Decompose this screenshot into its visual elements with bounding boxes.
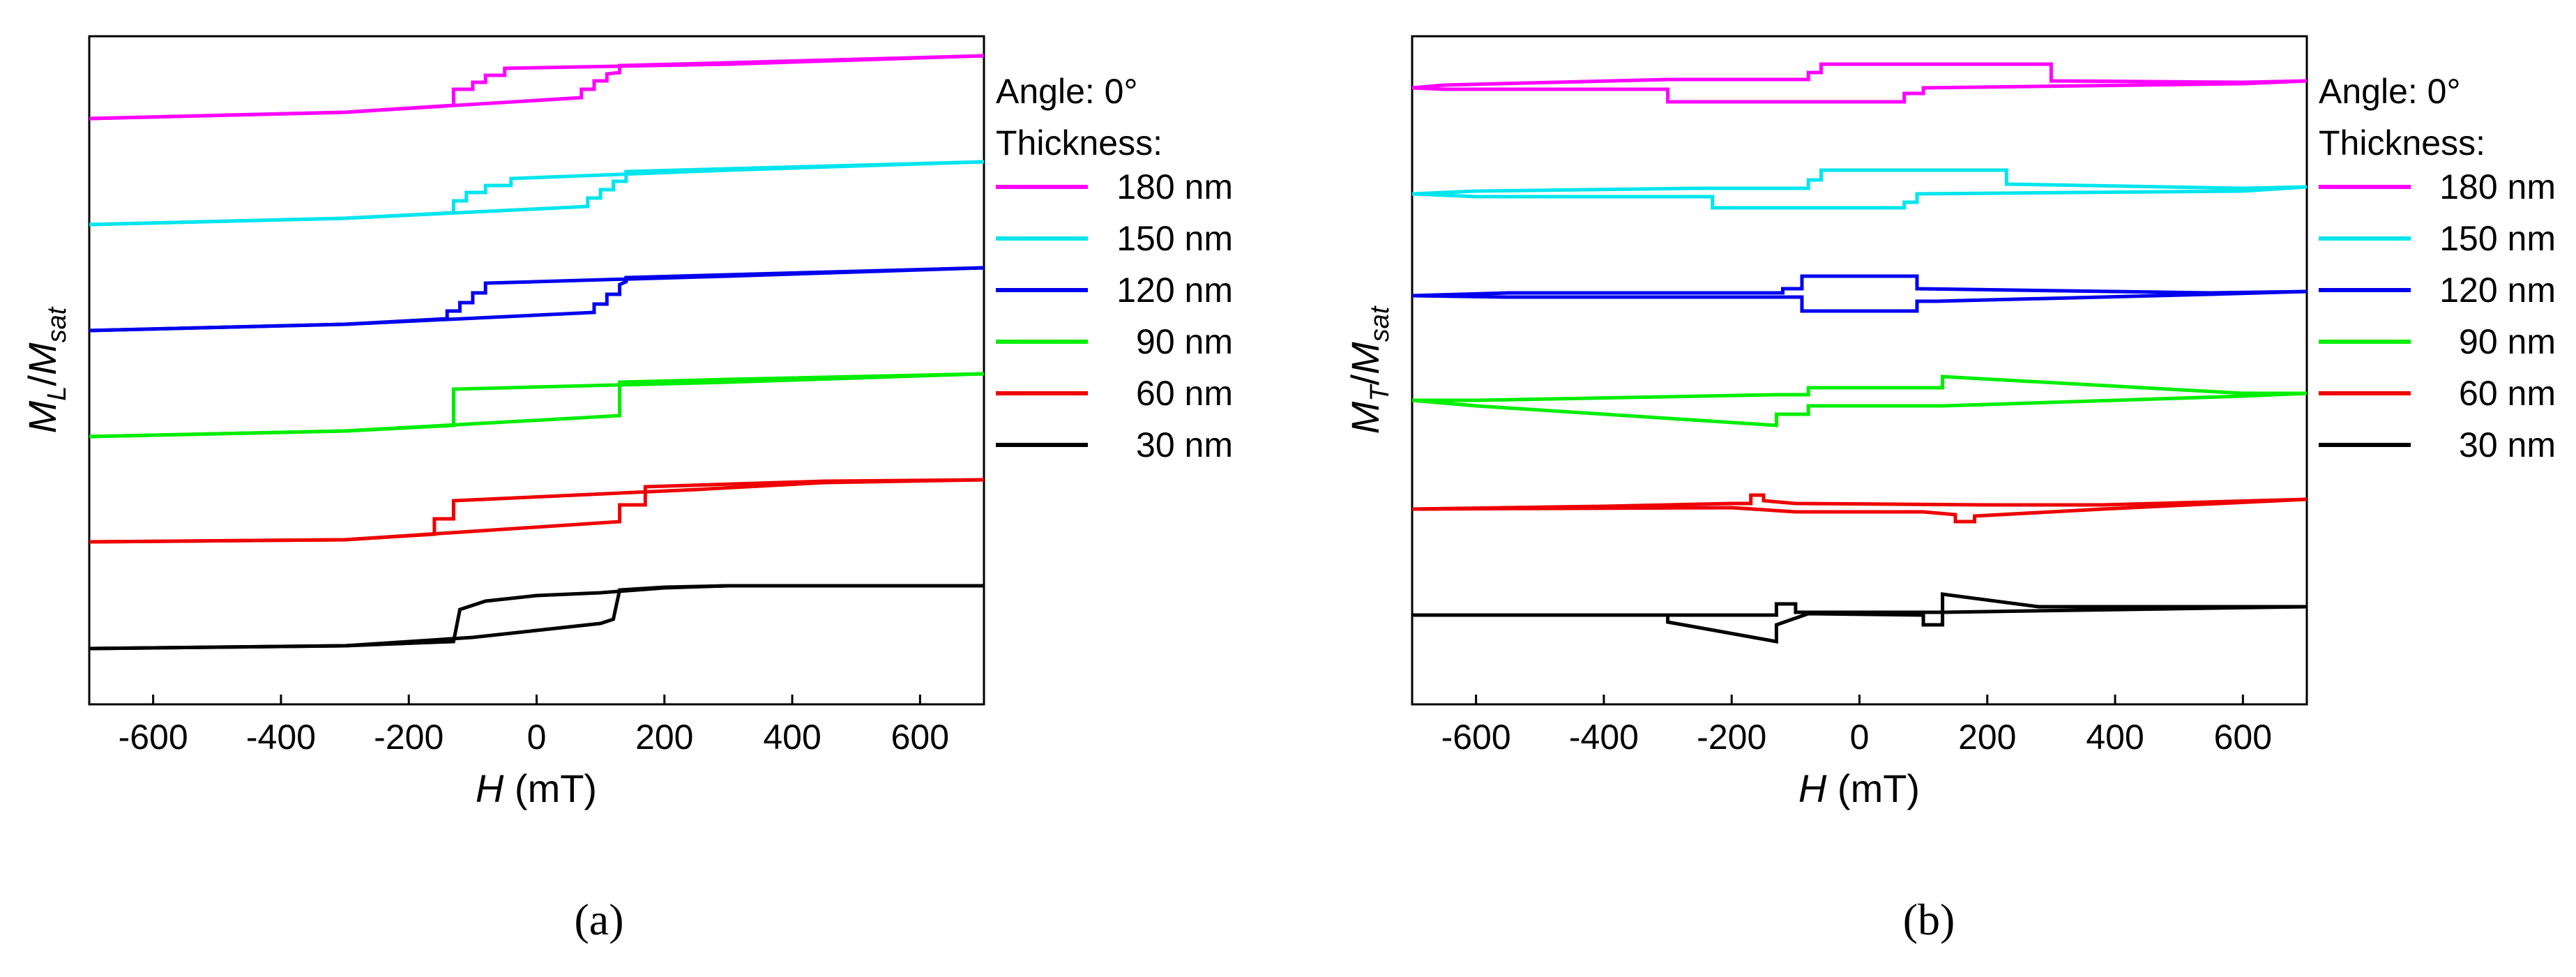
x-tick-label: 600 — [2214, 718, 2272, 757]
series-line-90-nm-branch-down — [89, 372, 985, 439]
x-tick-label: 200 — [635, 718, 693, 757]
x-axis-title: H (mT) — [1798, 766, 1920, 810]
x-tick-label: -200 — [374, 718, 444, 757]
panel-label: (b) — [1903, 895, 1955, 944]
legend-title-angle: Angle: 0° — [2319, 72, 2460, 111]
legend-label: 150 nm — [1116, 219, 1233, 258]
x-axis-title: H (mT) — [476, 766, 597, 810]
legend-title-thickness: Thickness: — [2319, 123, 2485, 162]
series-line-150-nm-branch-down — [1411, 185, 2308, 210]
series-line-120-nm-branch-down — [89, 266, 985, 333]
x-ticks: -600 -400 -200 0 200 400 600 — [119, 695, 949, 757]
chart-a: -600 -400 -200 0 200 400 600 ML/Msat H (mT) An… — [20, 35, 1233, 944]
y-axis-title: MT/Msat — [1343, 305, 1395, 434]
x-tick-label: -600 — [119, 718, 188, 757]
series-line-120-nm-branch-down — [1411, 289, 2308, 313]
series-line-60-nm-branch-up — [89, 478, 985, 544]
series-line-90-nm-branch-up — [1412, 374, 2307, 402]
series-lines — [89, 54, 985, 651]
series-line-60-nm-branch-up — [1411, 493, 2308, 511]
series-lines — [1411, 62, 2308, 644]
x-ticks: -600 -400 -200 0 200 400 600 — [1441, 695, 2272, 757]
x-tick-label: 0 — [1850, 718, 1870, 757]
legend-label: 180 nm — [1116, 167, 1233, 206]
series-line-180-nm-branch-down — [1411, 79, 2308, 104]
legend-label: 60 nm — [1136, 374, 1233, 413]
plot-frame — [1411, 35, 2308, 706]
legend-title-angle: Angle: 0° — [996, 72, 1137, 111]
series-line-30-nm-branch-down — [89, 584, 984, 651]
series-line-150-nm-branch-up — [89, 160, 985, 227]
x-tick-label: 200 — [1958, 718, 2016, 757]
x-tick-label: -400 — [1569, 718, 1639, 757]
panel-label: (a) — [574, 895, 623, 944]
series-line-120-nm-branch-up — [1411, 274, 2308, 298]
x-tick-label: 400 — [763, 718, 821, 757]
legend-label: 30 nm — [2459, 425, 2556, 464]
series-line-60-nm-branch-down — [89, 478, 985, 544]
series-line-180-nm-branch-up — [89, 54, 985, 121]
legend-label: 150 nm — [2439, 219, 2556, 258]
series-line-30-nm-branch-up — [1412, 592, 2307, 617]
y-axis-title: ML/Msat — [20, 306, 72, 433]
plot-frame — [88, 35, 985, 706]
x-tick-label: -600 — [1441, 718, 1511, 757]
legend-label: 30 nm — [1136, 425, 1233, 464]
x-tick-label: -400 — [246, 718, 316, 757]
legend-title-thickness: Thickness: — [996, 123, 1162, 162]
legend-label: 120 nm — [2439, 271, 2556, 310]
panel-b: -600 -400 -200 0 200 400 600 MT/Msat H (mT) An… — [1288, 0, 2576, 977]
chart-b: -600 -400 -200 0 200 400 600 MT/Msat H (mT) An… — [1343, 35, 2556, 944]
series-line-120-nm-branch-up — [89, 266, 985, 333]
series-line-150-nm-branch-down — [89, 160, 985, 227]
series-line-30-nm-branch-down — [1412, 605, 2308, 644]
series-line-150-nm-branch-up — [1411, 168, 2308, 196]
legend-label: 180 nm — [2439, 167, 2556, 206]
legend-label: 60 nm — [2459, 374, 2556, 413]
legend-label: 90 nm — [1136, 322, 1233, 361]
panel-a: -600 -400 -200 0 200 400 600 ML/Msat H (mT) An… — [20, 35, 1233, 944]
x-tick-label: 0 — [527, 718, 547, 757]
legend-entries: 180 nm 150 nm 120 nm 90 nm 60 nm 30 nm — [996, 167, 1233, 464]
series-line-30-nm-branch-up — [89, 584, 984, 651]
series-line-180-nm-branch-up — [1411, 62, 2308, 90]
series-line-60-nm-branch-down — [1411, 497, 2308, 524]
x-tick-label: 400 — [2086, 718, 2144, 757]
series-line-90-nm-branch-down — [1411, 391, 2308, 427]
legend-label: 120 nm — [1116, 271, 1233, 310]
x-tick-label: -200 — [1697, 718, 1766, 757]
legend-label: 90 nm — [2459, 322, 2556, 361]
series-line-90-nm-branch-up — [89, 372, 985, 439]
series-line-180-nm-branch-down — [89, 54, 985, 121]
legend-entries: 180 nm 150 nm 120 nm 90 nm 60 nm 30 nm — [2319, 167, 2556, 464]
x-tick-label: 600 — [891, 718, 949, 757]
